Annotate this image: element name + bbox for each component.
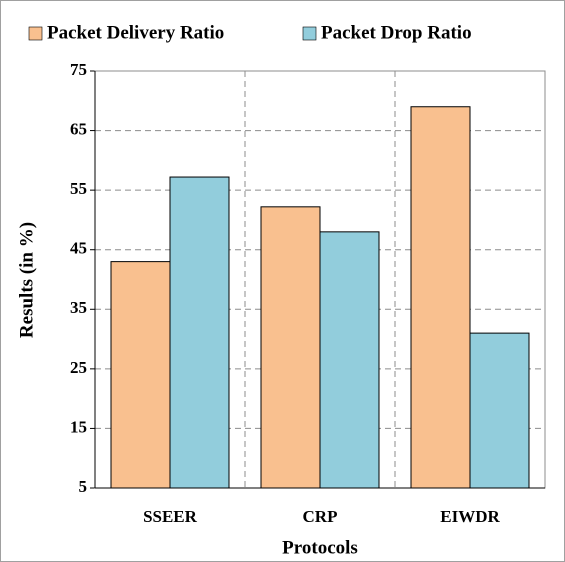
legend-label: Packet Delivery Ratio	[47, 22, 224, 43]
x-tick-label: CRP	[303, 507, 338, 526]
bar	[169, 176, 230, 489]
bar	[260, 206, 321, 489]
y-tick-label: 45	[70, 239, 87, 258]
x-tick-label: EIWDR	[440, 507, 500, 526]
legend-label: Packet Drop Ratio	[321, 22, 472, 43]
legend-swatch	[28, 26, 43, 41]
y-tick-label: 35	[70, 298, 87, 317]
y-tick-label: 65	[70, 119, 87, 138]
x-axis-label: Protocols	[282, 537, 358, 558]
bar	[469, 332, 530, 489]
bar	[110, 261, 171, 489]
y-tick-label: 25	[70, 358, 87, 377]
y-tick-label: 15	[70, 417, 87, 436]
bar	[410, 106, 471, 489]
legend-swatch	[302, 26, 317, 41]
bar	[319, 231, 380, 489]
y-tick-label: 5	[79, 477, 88, 496]
y-axis-label: Results (in %)	[16, 222, 37, 338]
y-tick-label: 75	[70, 60, 87, 79]
y-tick-label: 55	[70, 179, 87, 198]
x-tick-label: SSEER	[143, 507, 198, 526]
